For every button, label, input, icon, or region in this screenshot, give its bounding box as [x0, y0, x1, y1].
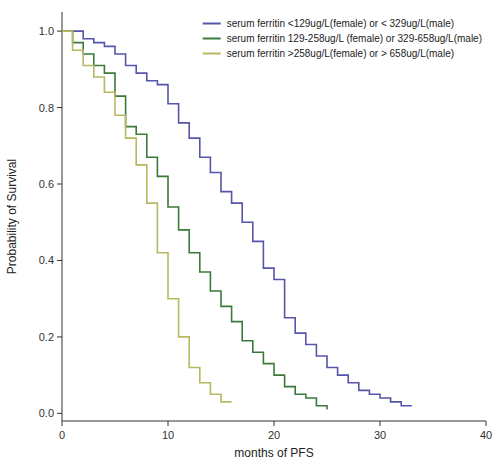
axes: 0 10 20 30 40 0.0 0.2 0.4 0.6 0.8 1.0	[39, 12, 492, 441]
y-tick	[57, 413, 62, 414]
y-tick-label: 0.4	[39, 254, 54, 266]
y-tick	[57, 260, 62, 261]
y-axis-line	[62, 12, 63, 421]
y-tick-label: 1.0	[39, 25, 54, 37]
y-tick	[57, 107, 62, 108]
legend: serum ferritin <129ug/L(female) or < 329…	[203, 18, 482, 59]
survival-curve	[62, 31, 327, 409]
y-tick	[57, 184, 62, 185]
x-tick-label: 20	[268, 429, 280, 441]
x-tick-label: 10	[162, 429, 174, 441]
y-tick-label: 0.0	[39, 407, 54, 419]
y-tick-label: 0.2	[39, 331, 54, 343]
y-axis-label: Probability of Survival	[5, 159, 19, 274]
x-tick	[62, 421, 63, 426]
y-tick	[57, 336, 62, 337]
legend-label: serum ferritin >258ug/L(female) or > 658…	[227, 48, 454, 59]
y-tick-label: 0.8	[39, 102, 54, 114]
x-tick	[380, 421, 381, 426]
y-tick	[57, 31, 62, 32]
legend-swatch	[203, 38, 221, 40]
legend-label: serum ferritin <129ug/L(female) or < 329…	[227, 18, 454, 29]
survival-curve	[62, 31, 232, 402]
x-axis-label: months of PFS	[234, 446, 313, 460]
x-tick	[274, 421, 275, 426]
plot-area	[62, 31, 412, 409]
x-tick	[486, 421, 487, 426]
x-tick-label: 30	[374, 429, 386, 441]
legend-swatch	[203, 53, 221, 55]
x-tick-label: 40	[480, 429, 492, 441]
chart: 0 10 20 30 40 0.0 0.2 0.4 0.6 0.8 1.0 months of PFS…	[0, 0, 500, 469]
legend-label: serum ferritin 129-258ug/L (female) or 3…	[227, 33, 482, 44]
y-tick-label: 0.6	[39, 178, 54, 190]
x-tick-label: 0	[59, 429, 65, 441]
x-tick	[168, 421, 169, 426]
legend-swatch	[203, 23, 221, 25]
